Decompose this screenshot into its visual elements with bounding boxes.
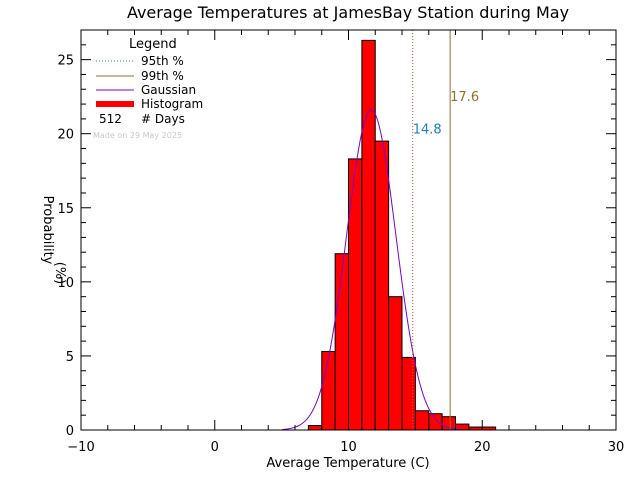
y-axis-unit-label: (%) [52,262,67,285]
y-axis-ticks: 0 5 10 15 20 25 [57,44,616,439]
histogram-bar [401,356,416,431]
histogram-bar [388,296,403,431]
legend-label-gaussian: Gaussian [141,83,196,97]
legend: Legend 95th % 99th % Gaussian Histogram … [93,37,203,140]
x-tick-label: 20 [474,440,491,455]
x-tick-label: 0 [211,440,219,455]
legend-count-value: 512 [99,112,122,126]
x-tick-label: −10 [67,440,94,455]
x-tick-label: 10 [340,440,357,455]
legend-title: Legend [129,37,177,52]
x-axis-label: Average Temperature (C) [266,456,429,471]
x-tick-label: 30 [608,440,625,455]
p99-label: 17.6 [450,90,479,105]
gaussian-curve [282,109,461,431]
x-axis-ticks: −10 0 10 20 30 [67,30,624,455]
histogram-bar [321,350,336,431]
histogram-bar [361,39,376,431]
y-tick-label: 20 [57,128,74,143]
y-axis-label: Probability [40,196,55,265]
legend-count-label: # Days [141,112,185,126]
chart-title: Average Temperatures at JamesBay Station… [127,3,569,22]
y-tick-label: 25 [57,54,74,69]
histogram-bar [348,158,363,431]
histogram-bar [428,413,443,431]
gaussian-layer [282,109,461,431]
histogram-bar [307,425,323,431]
y-tick-label: 0 [66,424,74,439]
percentile-layer: 14.8 17.6 [412,30,479,430]
legend-label-95th: 95th % [141,54,184,68]
legend-label-99th: 99th % [141,69,184,83]
made-on-note: Made on 29 May 2025 [93,131,182,140]
p95-label: 14.8 [413,123,442,138]
histogram-bar [374,140,390,431]
y-tick-label: 15 [57,202,74,217]
histogram-bar [414,410,430,431]
histogram-bar [334,253,349,431]
legend-label-histogram: Histogram [141,97,203,111]
y-tick-label: 10 [57,276,74,291]
y-tick-label: 5 [66,350,74,365]
